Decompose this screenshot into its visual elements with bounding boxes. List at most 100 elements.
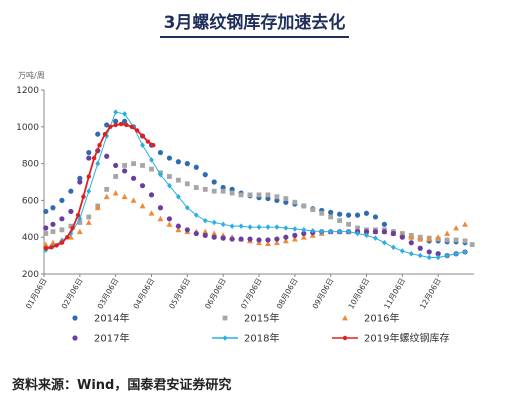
data-point bbox=[453, 237, 459, 243]
data-point bbox=[444, 237, 450, 243]
data-point bbox=[175, 226, 182, 233]
data-point bbox=[274, 194, 280, 200]
data-point bbox=[124, 122, 129, 128]
data-point bbox=[86, 149, 92, 156]
data-point bbox=[426, 236, 433, 242]
data-point bbox=[319, 210, 325, 216]
data-point bbox=[104, 153, 110, 159]
data-point bbox=[140, 163, 145, 168]
x-tick-label: 10月06日 bbox=[346, 277, 371, 311]
data-point bbox=[408, 240, 414, 246]
data-point bbox=[435, 234, 442, 240]
data-point bbox=[85, 219, 92, 225]
data-point bbox=[175, 223, 181, 229]
data-point bbox=[77, 216, 83, 222]
data-point bbox=[342, 315, 348, 321]
legend-label: 2014年 bbox=[94, 312, 129, 325]
data-point bbox=[95, 160, 101, 167]
data-point bbox=[292, 232, 298, 238]
data-point bbox=[121, 193, 128, 200]
data-point bbox=[372, 214, 379, 220]
x-tick-label: 08月06日 bbox=[275, 277, 300, 311]
data-point bbox=[229, 223, 235, 229]
data-point bbox=[149, 157, 154, 163]
data-point bbox=[148, 192, 155, 198]
data-point bbox=[342, 335, 348, 341]
data-point bbox=[462, 221, 469, 227]
data-point bbox=[408, 234, 415, 240]
y-tick-label: 200 bbox=[22, 270, 39, 280]
y-tick-label: 600 bbox=[22, 196, 39, 206]
data-point bbox=[382, 239, 387, 246]
data-point bbox=[43, 225, 49, 231]
data-point bbox=[247, 224, 253, 230]
legend-label: 2015年 bbox=[244, 312, 279, 325]
data-point bbox=[453, 225, 460, 231]
data-point bbox=[202, 217, 208, 224]
legend-label: 2016年 bbox=[364, 312, 399, 325]
data-point bbox=[86, 174, 91, 179]
data-point bbox=[102, 131, 108, 137]
data-point bbox=[68, 188, 74, 194]
data-point bbox=[291, 236, 298, 242]
data-point bbox=[202, 232, 208, 238]
data-point bbox=[363, 229, 370, 235]
data-point bbox=[86, 214, 92, 220]
data-point bbox=[104, 122, 110, 128]
data-point bbox=[354, 212, 361, 218]
data-point bbox=[274, 236, 280, 242]
data-point bbox=[59, 216, 65, 222]
data-point bbox=[274, 224, 280, 230]
data-point bbox=[417, 236, 424, 242]
data-point bbox=[104, 186, 110, 192]
data-point bbox=[54, 243, 59, 248]
data-point bbox=[77, 220, 83, 225]
data-point bbox=[283, 196, 289, 201]
data-point bbox=[238, 223, 244, 229]
data-point bbox=[265, 224, 271, 230]
data-point bbox=[337, 218, 343, 224]
data-point bbox=[202, 186, 208, 192]
data-point bbox=[50, 221, 56, 227]
data-point bbox=[151, 143, 156, 148]
data-point bbox=[222, 335, 228, 341]
data-point bbox=[426, 254, 432, 261]
chart-title: 3月螺纹钢库存加速去化 bbox=[159, 8, 350, 38]
data-point bbox=[145, 139, 151, 144]
data-point bbox=[211, 188, 217, 194]
x-tick-label: 09月06日 bbox=[311, 277, 336, 311]
legend-label: 2019年螺纹钢库存 bbox=[364, 332, 449, 345]
data-point bbox=[112, 190, 119, 196]
data-point bbox=[148, 210, 155, 216]
data-point bbox=[193, 230, 199, 237]
data-point bbox=[346, 228, 351, 235]
data-point bbox=[390, 244, 396, 251]
data-point bbox=[417, 245, 423, 251]
data-point bbox=[220, 235, 226, 241]
data-point bbox=[158, 171, 163, 178]
data-point bbox=[193, 212, 199, 218]
x-tick-label: 01月06日 bbox=[24, 277, 49, 311]
x-tick-label: 02月06日 bbox=[60, 277, 85, 311]
data-point bbox=[122, 168, 128, 174]
data-point bbox=[202, 228, 209, 235]
data-point bbox=[301, 227, 307, 233]
data-point bbox=[166, 155, 173, 161]
data-point bbox=[139, 202, 146, 209]
data-point bbox=[265, 192, 271, 198]
data-point bbox=[113, 122, 118, 128]
data-point bbox=[130, 197, 137, 203]
data-point bbox=[118, 121, 124, 127]
legend-label: 2018年 bbox=[244, 332, 279, 345]
data-point bbox=[113, 109, 119, 115]
data-point bbox=[220, 221, 226, 228]
data-point bbox=[72, 335, 78, 341]
data-point bbox=[373, 235, 378, 241]
data-point bbox=[435, 254, 441, 261]
data-point bbox=[193, 185, 199, 190]
data-point bbox=[256, 224, 262, 230]
data-point bbox=[256, 237, 262, 243]
data-point bbox=[372, 229, 379, 235]
data-point bbox=[220, 188, 226, 194]
data-point bbox=[167, 174, 172, 179]
